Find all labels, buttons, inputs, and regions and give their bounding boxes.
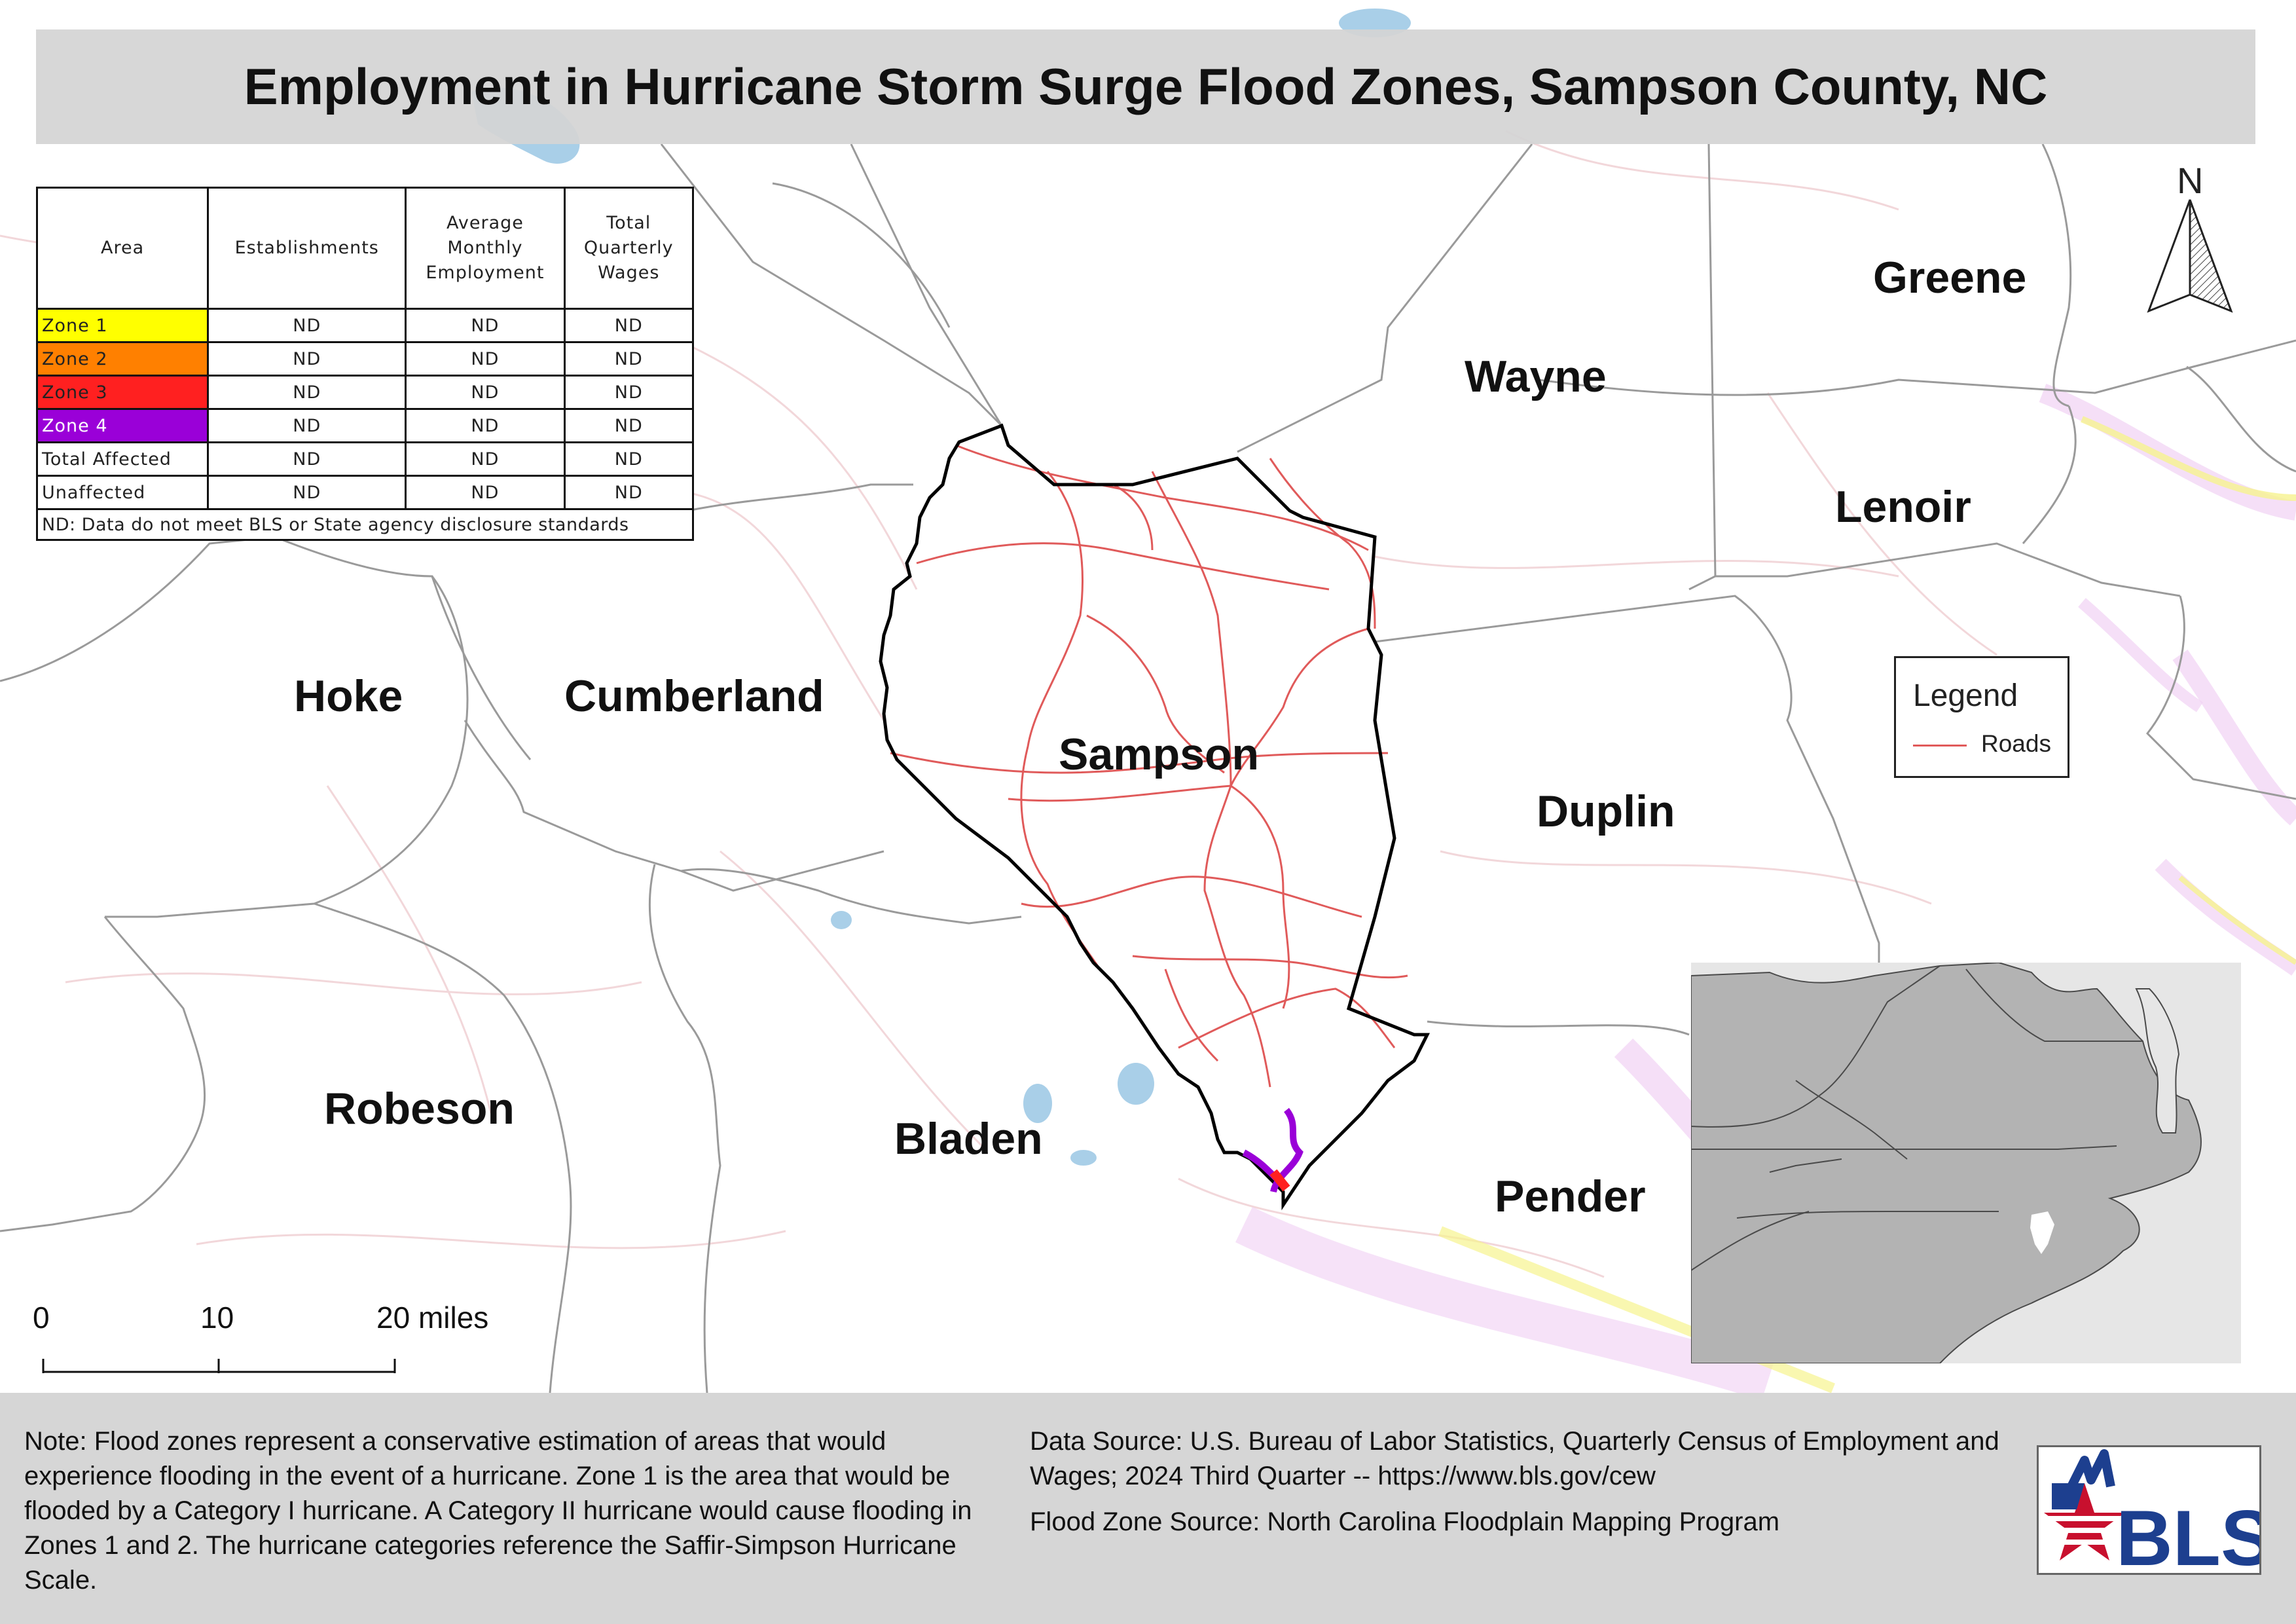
county-label-robeson: Robeson <box>324 1084 515 1134</box>
county-label-lenoir: Lenoir <box>1835 482 1971 532</box>
sampson-flood-zones <box>1242 1107 1303 1193</box>
header-establishments: Establishments <box>207 187 407 310</box>
inset-locator-map <box>1691 963 2241 1363</box>
header-wages-line: Wages <box>598 263 660 283</box>
cell-employment: ND <box>405 308 566 343</box>
county-label-wayne: Wayne <box>1465 352 1607 401</box>
table-row: Unaffected ND ND ND <box>35 475 695 510</box>
north-arrow-icon <box>2147 199 2233 313</box>
map-legend: Legend Roads <box>1894 656 2069 778</box>
cell-wages: ND <box>563 441 695 477</box>
table-row: Zone 2 ND ND ND <box>35 341 695 377</box>
cell-establishments: ND <box>207 308 407 343</box>
map-footer: Note: Flood zones represent a conservati… <box>0 1393 2296 1624</box>
row-area-zone-3: Zone 3 <box>35 375 210 410</box>
county-label-sampson: Sampson <box>1059 729 1260 779</box>
inset-state-lines <box>1691 965 2143 1271</box>
table-note-row: ND: Data do not meet BLS or State agency… <box>36 508 694 541</box>
header-area: Area <box>35 187 210 310</box>
cell-wages: ND <box>563 408 695 443</box>
cell-employment: ND <box>405 475 566 510</box>
data-source-text: Data Source: U.S. Bureau of Labor Statis… <box>1030 1427 1999 1490</box>
bls-logo: BLS <box>2037 1445 2261 1575</box>
scale-label-10: 10 <box>200 1301 234 1335</box>
cell-establishments: ND <box>207 408 407 443</box>
inset-sampson-highlight <box>2030 1211 2054 1254</box>
row-area-zone-4: Zone 4 <box>35 408 210 443</box>
legend-title: Legend <box>1913 678 2018 713</box>
county-label-cumberland: Cumberland <box>564 671 824 721</box>
cell-wages: ND <box>563 375 695 410</box>
roads-line-icon <box>1913 745 1967 747</box>
cell-employment: ND <box>405 375 566 410</box>
bls-logo-text: BLS <box>2116 1494 2261 1575</box>
sampson-roads <box>890 444 1408 1088</box>
table-row: Zone 4 ND ND ND <box>35 408 695 443</box>
cell-establishments: ND <box>207 341 407 377</box>
bls-star-icon <box>2044 1449 2125 1560</box>
north-arrow-label: N <box>2177 160 2204 201</box>
flood-zone-source-text: Flood Zone Source: North Carolina Floodp… <box>1030 1507 1780 1536</box>
cell-employment: ND <box>405 408 566 443</box>
county-label-greene: Greene <box>1873 253 2027 303</box>
county-label-pender: Pender <box>1495 1172 1646 1221</box>
row-area-zone-1: Zone 1 <box>35 308 210 343</box>
row-area-zone-2: Zone 2 <box>35 341 210 377</box>
cell-employment: ND <box>405 441 566 477</box>
cell-employment: ND <box>405 341 566 377</box>
scale-label-20: 20 miles <box>376 1301 489 1335</box>
map-title-bar: Employment in Hurricane Storm Surge Floo… <box>36 29 2255 144</box>
row-area-unaffected: Unaffected <box>35 475 210 510</box>
employment-stats-table: Area Establishments Average Monthly Empl… <box>35 187 695 541</box>
table-header-row: Area Establishments Average Monthly Empl… <box>35 187 695 310</box>
header-employment: Average Monthly Employment <box>405 187 566 310</box>
table-row: Zone 3 ND ND ND <box>35 375 695 410</box>
scale-label-0: 0 <box>33 1301 50 1335</box>
header-employment-line: Monthly <box>447 238 523 258</box>
row-area-total-affected: Total Affected <box>35 441 210 477</box>
cell-wages: ND <box>563 308 695 343</box>
flood-zone-note: Note: Flood zones represent a conservati… <box>24 1427 972 1595</box>
header-wages-line: Quarterly <box>583 238 674 258</box>
table-disclosure-note: ND: Data do not meet BLS or State agency… <box>36 508 694 541</box>
county-label-hoke: Hoke <box>294 671 403 721</box>
table-row: Zone 1 ND ND ND <box>35 308 695 343</box>
county-boundaries <box>0 143 2296 1393</box>
cell-establishments: ND <box>207 375 407 410</box>
map-title: Employment in Hurricane Storm Surge Floo… <box>244 58 2048 115</box>
table-row: Total Affected ND ND ND <box>35 441 695 477</box>
scale-bar <box>42 1359 396 1373</box>
sampson-county-outline <box>879 423 1430 1211</box>
county-label-bladen: Bladen <box>894 1114 1043 1164</box>
cell-establishments: ND <box>207 441 407 477</box>
cell-wages: ND <box>563 341 695 377</box>
header-employment-line: Average <box>446 213 524 233</box>
inset-chesapeake-water <box>2135 988 2180 1134</box>
cell-wages: ND <box>563 475 695 510</box>
inset-states <box>1691 963 2202 1363</box>
cell-establishments: ND <box>207 475 407 510</box>
legend-roads-label: Roads <box>1981 730 2051 757</box>
header-employment-line: Employment <box>426 263 545 283</box>
header-wages: Total Quarterly Wages <box>563 187 695 310</box>
county-label-duplin: Duplin <box>1537 786 1675 836</box>
header-wages-line: Total <box>606 213 651 233</box>
